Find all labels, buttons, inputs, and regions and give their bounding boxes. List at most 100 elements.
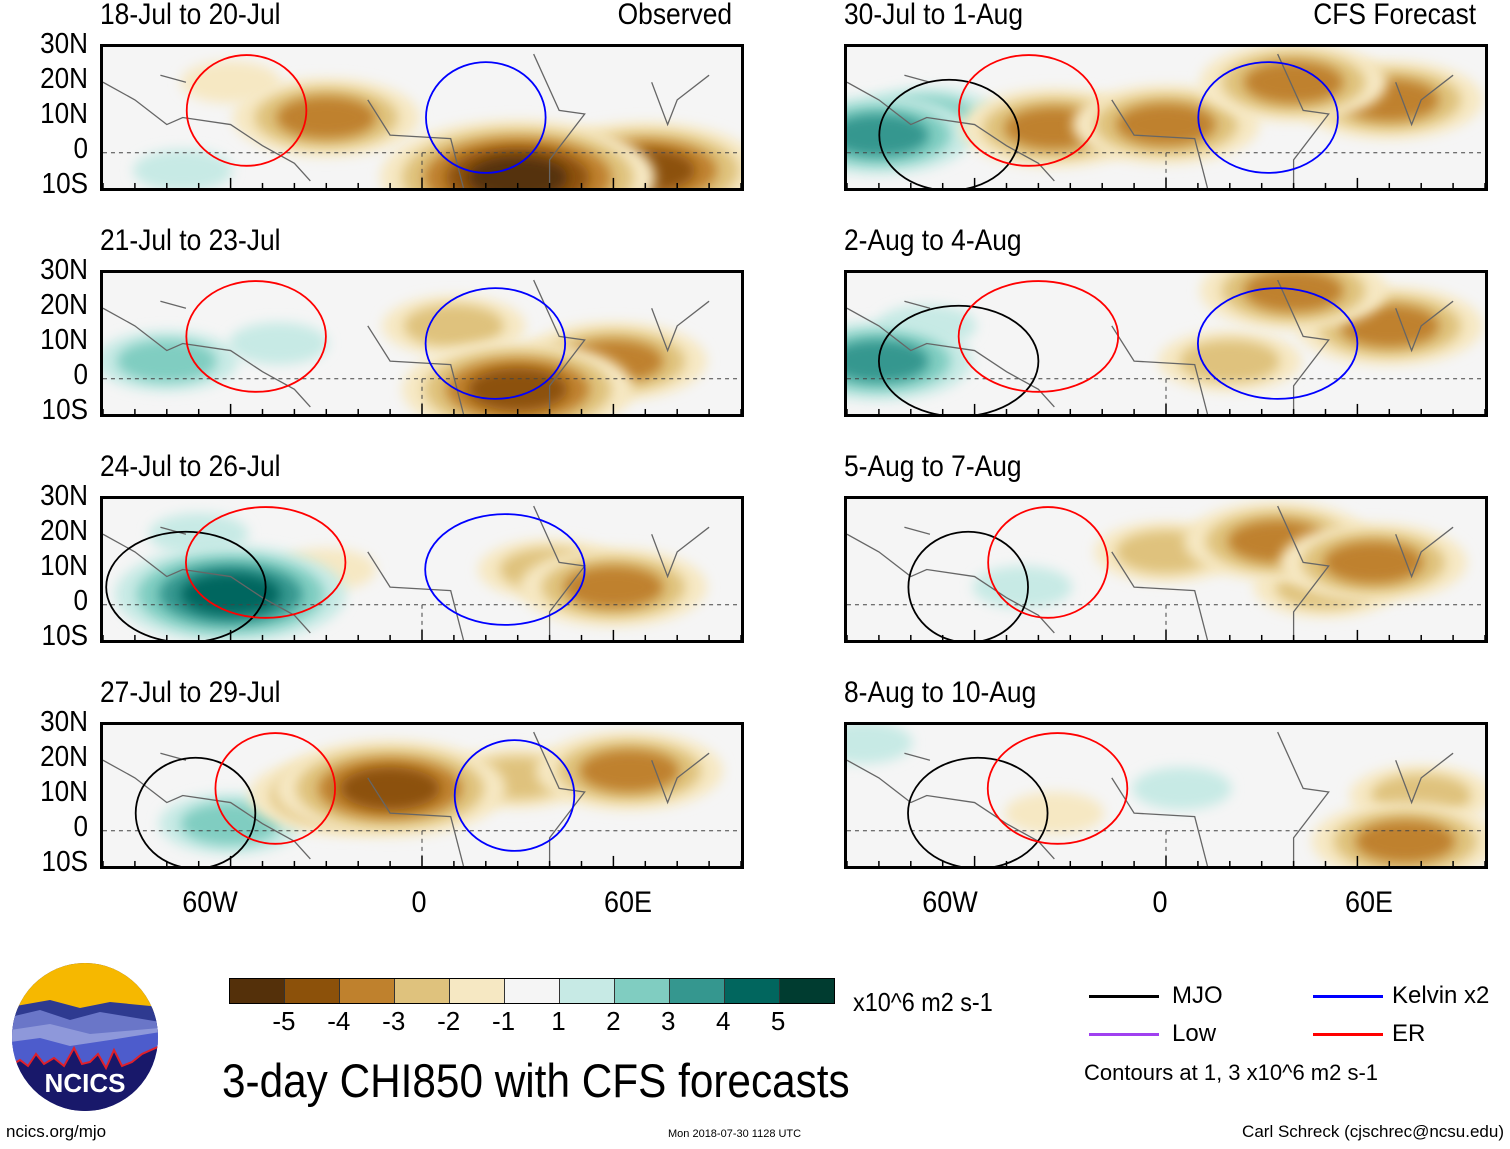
panel-title: 8-Aug to 10-Aug bbox=[844, 676, 1037, 709]
map-plot bbox=[100, 270, 744, 417]
contour-er bbox=[957, 280, 1120, 393]
lat-label: 10S bbox=[41, 168, 88, 200]
colorbar-cell bbox=[615, 979, 670, 1003]
lat-label: 10S bbox=[41, 620, 88, 652]
panel-8: 8-Aug to 10-Aug bbox=[744, 676, 1488, 888]
colorbar-units: x10^6 m2 s-1 bbox=[853, 987, 993, 1017]
contour-mjo bbox=[907, 756, 1049, 866]
contour-kelvin-x2 bbox=[424, 287, 567, 400]
panel-title: 18-Jul to 20-Jul bbox=[100, 0, 281, 31]
ncics-logo: NCICS bbox=[10, 962, 160, 1112]
lat-label: 20N bbox=[40, 741, 88, 773]
map-svg bbox=[103, 273, 741, 414]
anomaly-region bbox=[1004, 791, 1105, 835]
anomaly-region bbox=[1132, 767, 1232, 810]
map-svg bbox=[847, 273, 1485, 414]
colorbar-cell bbox=[780, 979, 834, 1003]
map-plot bbox=[100, 496, 744, 643]
panel-title: 21-Jul to 23-Jul bbox=[100, 224, 281, 257]
lon-label-0-right: 0 bbox=[1152, 886, 1168, 919]
map-svg bbox=[847, 47, 1485, 188]
contour-kelvin-x2 bbox=[425, 61, 547, 174]
panel-6: 2-Aug to 4-Aug bbox=[744, 224, 1488, 436]
map-svg bbox=[847, 725, 1485, 866]
anomaly-region bbox=[1243, 61, 1344, 104]
legend-line-kelvin bbox=[1313, 995, 1383, 998]
legend-label-kelvin: Kelvin x2 bbox=[1392, 982, 1490, 1009]
colorbar-cell bbox=[670, 979, 725, 1003]
anomaly-region bbox=[1243, 273, 1344, 312]
panel-4: 27-Jul to 29-Jul bbox=[0, 676, 744, 888]
anomaly-region bbox=[340, 767, 440, 810]
lat-label: 30N bbox=[40, 254, 88, 286]
contour-mjo bbox=[878, 304, 1040, 414]
footer-author: Carl Schreck (cjschrec@ncsu.edu) bbox=[1242, 1122, 1504, 1141]
contour-er bbox=[185, 54, 308, 167]
colorbar-cell bbox=[230, 979, 285, 1003]
colorbar-tick-label: 4 bbox=[715, 1006, 731, 1036]
anomaly-region bbox=[847, 339, 929, 383]
contour-er bbox=[986, 732, 1129, 845]
legend-label-er: ER bbox=[1392, 1020, 1426, 1047]
anomaly-region bbox=[972, 565, 1073, 609]
colorbar-cell bbox=[340, 979, 395, 1003]
anomaly-region bbox=[1116, 103, 1216, 146]
panel-5: 30-Jul to 1-Aug CFS Forecast bbox=[744, 0, 1510, 210]
colorbar-cell bbox=[725, 979, 780, 1003]
coastline bbox=[847, 279, 1454, 414]
anomaly-region bbox=[579, 749, 680, 792]
lat-label: 10S bbox=[41, 394, 88, 426]
contour-kelvin-x2 bbox=[1197, 287, 1359, 400]
lat-label: 20N bbox=[40, 289, 88, 321]
legend-line-er bbox=[1313, 1033, 1383, 1036]
colorbar-tick-label: 2 bbox=[606, 1006, 621, 1036]
legend-line-low bbox=[1089, 1033, 1159, 1036]
contour-mjo bbox=[134, 756, 257, 866]
colorbar-tick-label: -2 bbox=[437, 1006, 461, 1036]
map-svg bbox=[103, 47, 741, 188]
panel-source-label: Observed bbox=[617, 0, 732, 31]
map-svg bbox=[103, 725, 741, 866]
map-plot bbox=[844, 44, 1488, 191]
contour-er bbox=[185, 506, 347, 619]
anomaly-region bbox=[276, 96, 377, 139]
anomaly-region bbox=[148, 513, 249, 556]
lat-label: 20N bbox=[40, 63, 88, 95]
footer-url: ncics.org/mjo bbox=[6, 1122, 107, 1141]
panel-3: 24-Jul to 26-Jul bbox=[0, 450, 744, 662]
colorbar-tick-label: -3 bbox=[382, 1006, 406, 1036]
lat-label: 30N bbox=[40, 706, 88, 738]
lon-label-60w-right: 60W bbox=[922, 886, 978, 919]
anomaly-region bbox=[1355, 820, 1456, 863]
lon-label-60e-left: 60E bbox=[603, 886, 653, 919]
contours-note: Contours at 1, 3 x10^6 m2 s-1 bbox=[1084, 1060, 1379, 1085]
map-plot bbox=[100, 722, 744, 869]
anomaly-region bbox=[1323, 541, 1424, 584]
contour-er bbox=[214, 732, 336, 845]
lat-label: 10S bbox=[41, 846, 88, 878]
map-plot bbox=[100, 44, 744, 191]
contour-er bbox=[185, 280, 327, 393]
lat-label: 30N bbox=[40, 480, 88, 512]
coastline bbox=[847, 505, 1454, 640]
colorbar-tick-label: 1 bbox=[551, 1006, 566, 1036]
contour-kelvin-x2 bbox=[424, 513, 586, 626]
colorbar-cell bbox=[285, 979, 340, 1003]
lat-label: 10N bbox=[40, 324, 88, 356]
lat-label: 0 bbox=[73, 359, 88, 391]
lat-label: 10N bbox=[40, 98, 88, 130]
map-svg bbox=[103, 499, 741, 640]
logo-graphic: NCICS bbox=[12, 963, 158, 1111]
coastline bbox=[847, 53, 1454, 188]
lat-label: 10N bbox=[40, 550, 88, 582]
anomaly-region bbox=[467, 156, 568, 188]
logo-text: NCICS bbox=[45, 1068, 126, 1098]
panel-title: 24-Jul to 26-Jul bbox=[100, 450, 281, 483]
anomaly-region bbox=[563, 565, 664, 609]
coastline bbox=[103, 279, 710, 414]
figure-title: 3-day CHI850 with CFS forecasts bbox=[222, 1054, 850, 1107]
lat-label: 0 bbox=[73, 585, 88, 617]
panel-title: 30-Jul to 1-Aug bbox=[844, 0, 1024, 31]
legend-label-low: Low bbox=[1172, 1020, 1217, 1047]
panel-title: 27-Jul to 29-Jul bbox=[100, 676, 281, 709]
